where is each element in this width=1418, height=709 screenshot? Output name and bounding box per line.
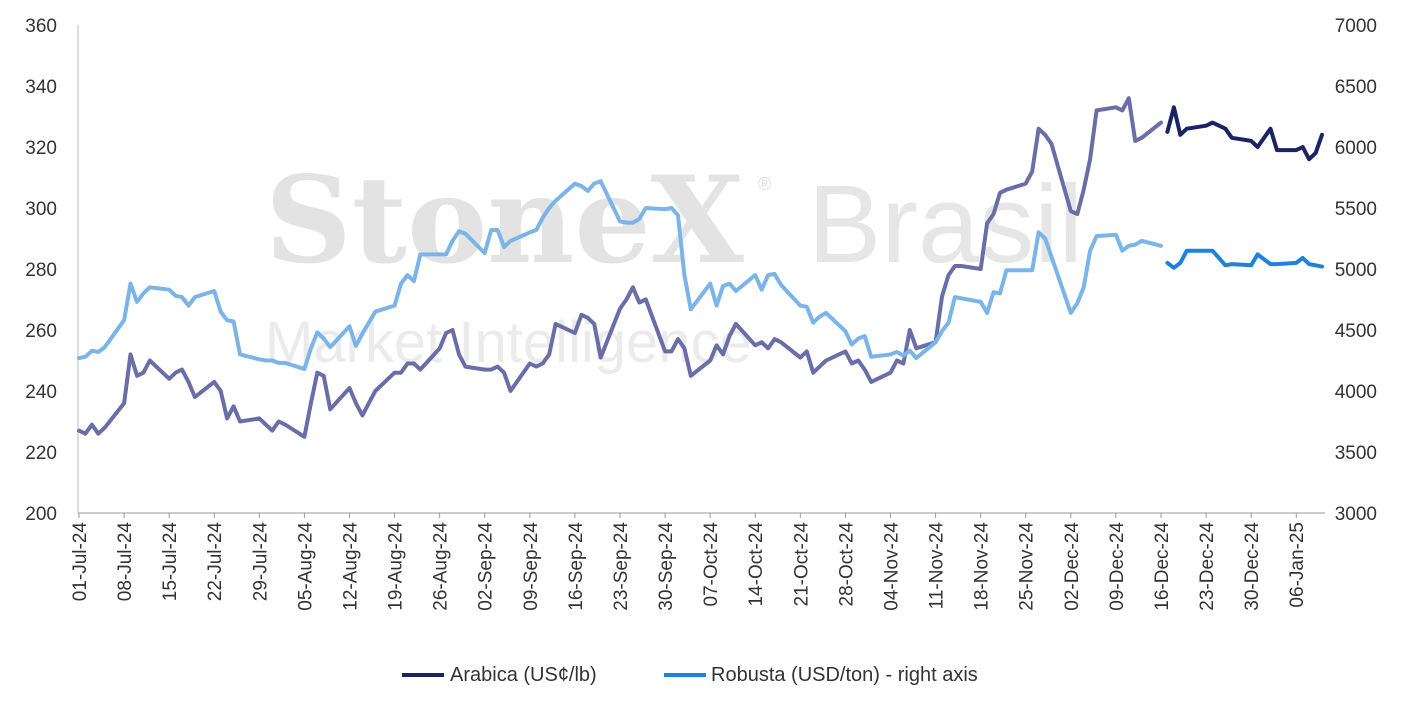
- series-line-robusta-history: [77, 179, 1163, 371]
- x-tick-label: 04-Nov-24: [881, 522, 902, 611]
- watermark-subtitle: Market Intelligence: [265, 310, 752, 375]
- x-tick-label: 30-Sep-24: [656, 522, 677, 611]
- right-tick-label: 4000: [1335, 382, 1377, 403]
- x-tick-label: 18-Nov-24: [972, 522, 993, 611]
- right-tick-label: 3500: [1335, 443, 1377, 464]
- x-tick-label: 09-Sep-24: [521, 522, 542, 611]
- watermark-brand: StoneX: [265, 150, 744, 291]
- x-tick-label: 28-Oct-24: [836, 522, 857, 607]
- right-tick-label: 4500: [1335, 321, 1377, 342]
- left-tick-label: 220: [25, 443, 57, 464]
- left-tick-label: 340: [25, 77, 57, 98]
- left-tick-label: 280: [25, 260, 57, 281]
- x-tick-label: 09-Dec-24: [1107, 522, 1128, 611]
- x-tick-label: 29-Jul-24: [250, 522, 271, 602]
- left-tick-label: 320: [25, 138, 57, 159]
- x-tick-label: 15-Jul-24: [160, 522, 181, 602]
- x-axis-ticks: 01-Jul-24 08-Jul-24 15-Jul-24 22-Jul-24 29-J…: [70, 513, 1308, 611]
- x-tick-label: 16-Sep-24: [566, 522, 587, 611]
- x-tick-label: 02-Sep-24: [476, 522, 497, 611]
- left-tick-label: 360: [25, 16, 57, 37]
- left-tick-label: 300: [25, 199, 57, 220]
- right-tick-label: 6500: [1335, 77, 1377, 98]
- series-lines: [77, 96, 1324, 439]
- legend-label-arabica: Arabica (US¢/lb): [450, 664, 597, 686]
- x-tick-label: 21-Oct-24: [791, 522, 812, 607]
- stonex-watermark: StoneX ® Brasil Market Intelligence: [265, 150, 1083, 375]
- x-tick-label: 23-Sep-24: [611, 522, 632, 611]
- left-axis-ticks: 200 220 240 260 280 300 320 340 360: [25, 16, 57, 525]
- left-tick-label: 240: [25, 382, 57, 403]
- x-tick-label: 26-Aug-24: [431, 522, 452, 611]
- right-tick-label: 6000: [1335, 138, 1377, 159]
- x-tick-label: 06-Jan-25: [1287, 522, 1308, 608]
- x-tick-label: 08-Jul-24: [115, 522, 136, 602]
- x-tick-label: 02-Dec-24: [1062, 522, 1083, 611]
- x-tick-label: 25-Nov-24: [1017, 522, 1038, 611]
- right-tick-label: 3000: [1335, 504, 1377, 525]
- watermark-registered-mark: ®: [758, 174, 771, 194]
- x-tick-label: 05-Aug-24: [295, 522, 316, 611]
- x-tick-label: 01-Jul-24: [70, 522, 91, 602]
- watermark-country: Brasil: [808, 163, 1083, 286]
- x-tick-label: 16-Dec-24: [1152, 522, 1173, 611]
- chart-legend: Arabica (US¢/lb) Robusta (USD/ton) - rig…: [402, 664, 978, 686]
- right-tick-label: 7000: [1335, 16, 1377, 37]
- x-tick-label: 07-Oct-24: [701, 522, 722, 607]
- x-tick-label: 14-Oct-24: [746, 522, 767, 607]
- right-axis-ticks: 3000 3500 4000 4500 5000 5500 6000 6500 7000: [1335, 16, 1377, 525]
- series-line-arabica-recent: [1165, 105, 1324, 162]
- left-tick-label: 260: [25, 321, 57, 342]
- x-tick-label: 19-Aug-24: [386, 522, 407, 611]
- x-tick-label: 23-Dec-24: [1197, 522, 1218, 611]
- series-line-robusta-recent: [1165, 248, 1324, 270]
- series-line-arabica-history: [77, 96, 1163, 439]
- right-tick-label: 5500: [1335, 199, 1377, 220]
- x-tick-label: 30-Dec-24: [1242, 522, 1263, 611]
- x-tick-label: 11-Nov-24: [927, 522, 948, 610]
- left-tick-label: 200: [25, 504, 57, 525]
- x-tick-label: 22-Jul-24: [205, 522, 226, 602]
- right-tick-label: 5000: [1335, 260, 1377, 281]
- legend-label-robusta: Robusta (USD/ton) - right axis: [711, 664, 978, 686]
- x-tick-label: 12-Aug-24: [340, 522, 361, 611]
